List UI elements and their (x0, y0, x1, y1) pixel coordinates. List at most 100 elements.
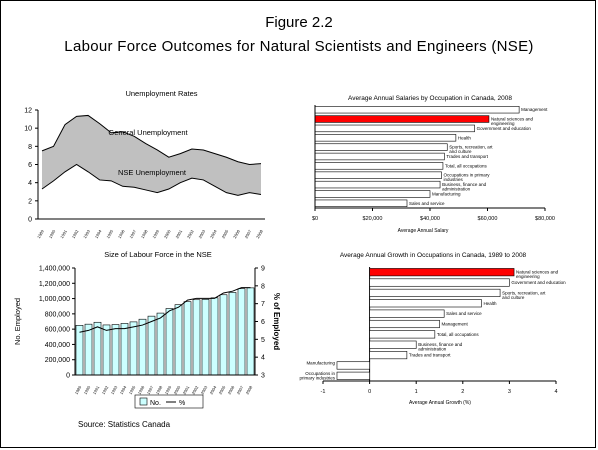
growth-x-tick-label: -1 (321, 389, 326, 395)
unemployment-x-tick-label: 1997 (128, 228, 137, 239)
salary-category-label: Health (458, 135, 472, 140)
labour-bar (111, 324, 120, 376)
salary-bar (314, 115, 490, 123)
labour-bar (192, 299, 201, 376)
labour-x-tick-label: 1999 (164, 384, 173, 395)
unemployment-x-tick-label: 2006 (232, 228, 241, 239)
labour-x-tick-label: 2000 (173, 384, 182, 395)
salary-category-label: Government and education (477, 126, 532, 131)
unemployment-y-tick-label: 2 (28, 198, 32, 205)
unemployment-y-tick-label: 0 (28, 217, 32, 224)
unemployment-x-tick-label: 2008 (255, 228, 264, 239)
salaries-x-tick-label: $20,000 (363, 216, 383, 222)
salary-category-label: Business, finance and administration (442, 182, 487, 192)
labour-x-tick-label: 1993 (110, 384, 119, 395)
unemployment-x-tick-label: 2003 (197, 228, 206, 239)
unemployment-title: Unemployment Rates (125, 89, 197, 98)
labour-bar (219, 294, 228, 376)
unemployment-y-tick-label: 8 (28, 144, 32, 151)
unemployment-x-tick-label: 1989 (36, 228, 45, 239)
salary-bar (314, 143, 448, 151)
salary-category-label: Natural sciences and engineering (491, 117, 534, 127)
growth-category-label: Manufacturing (306, 360, 335, 365)
labour-x-tick-label: 2007 (236, 384, 245, 395)
growth-x-tick-label: 2 (461, 389, 464, 395)
unemployment-x-tick-label: 2007 (244, 228, 253, 239)
growth-bar (369, 288, 501, 297)
unemployment-y-tick-label: 4 (28, 180, 32, 187)
figure-title: Labour Force Outcomes for Natural Scient… (64, 38, 534, 55)
unemployment-x-tick-label: 2000 (163, 228, 172, 239)
unemployment-x-tick-label: 1999 (151, 228, 160, 239)
labour-x-tick-label: 1994 (119, 384, 128, 395)
labour-bar (165, 308, 174, 376)
salary-bar (314, 134, 457, 142)
unemployment-x-tick-label: 1995 (105, 228, 114, 239)
growth-category-label: Total, all occupations (437, 332, 480, 337)
salaries-x-tick-label: $60,000 (478, 216, 498, 222)
salary-category-label: Manufacturing (432, 191, 461, 196)
growth-x-axis-label: Average Annual Growth (%) (409, 400, 471, 406)
labour-y-tick-label: 600,000 (45, 327, 70, 334)
labour-y2-tick-label: 6 (261, 319, 265, 326)
growth-bar (369, 278, 510, 287)
labour-bar (201, 299, 210, 376)
salary-bar (314, 171, 442, 179)
labour-y2-tick-label: 7 (261, 301, 265, 308)
labour-legend-label-bars: No. (150, 400, 161, 407)
unemployment-x-tick-label: 1996 (117, 228, 126, 239)
labour-bar (174, 304, 183, 376)
growth-category-label: Management (442, 322, 469, 327)
labour-y2-tick-label: 8 (261, 283, 265, 290)
labour-x-tick-label: 1990 (83, 384, 92, 395)
labour-bar (237, 288, 246, 376)
labour-title: Size of Labour Force in the NSE (104, 250, 212, 259)
unemployment-x-tick-label: 1993 (82, 228, 91, 239)
unemployment-x-tick-label: 1998 (140, 228, 149, 239)
growth-bar (336, 371, 370, 380)
labour-x-tick-label: 2008 (245, 384, 254, 395)
labour-bar (129, 321, 138, 376)
salary-bar (314, 152, 445, 161)
growth-bar (369, 309, 445, 318)
salary-category-label: Management (521, 107, 548, 112)
labour-y-tick-label: 0 (66, 373, 70, 380)
unemployment-series-label-nse: NSE Unemployment (118, 168, 187, 177)
unemployment-x-tick-label: 2005 (221, 228, 230, 239)
growth-bar (369, 319, 440, 329)
unemployment-series-line (41, 114, 262, 166)
salaries-title: Average Annual Salaries by Occupation in… (348, 95, 512, 102)
unemployment-x-tick-label: 1992 (71, 228, 80, 239)
labour-bar (147, 315, 156, 376)
salary-category-label: Trades and transport (446, 154, 488, 159)
labour-y-tick-label: 1,400,000 (39, 266, 70, 273)
labour-percent-line (79, 287, 251, 333)
salary-bar (314, 180, 441, 189)
labour-y2-tick-label: 5 (261, 337, 265, 344)
unemployment-series-line (41, 163, 262, 196)
labour-y2-tick-label: 4 (261, 355, 265, 362)
source-note: Source: Statistics Canada (78, 420, 171, 429)
salaries-x-tick-label: $0 (312, 216, 318, 222)
growth-category-label: Natural sciences and engineering (516, 270, 559, 280)
labour-x-tick-label: 2006 (227, 384, 236, 395)
growth-title: Average Annual Growth in Occupations in … (340, 252, 527, 259)
labour-x-tick-label: 2003 (200, 384, 209, 395)
labour-bar (93, 321, 102, 376)
labour-x-tick-label: 1991 (92, 384, 101, 395)
labour-bar (84, 323, 93, 376)
figure-number: Figure 2.2 (265, 14, 333, 31)
growth-x-tick-label: 4 (554, 389, 557, 395)
salary-bar (314, 162, 444, 170)
unemployment-x-tick-label: 1994 (94, 228, 103, 239)
salaries-x-tick-label: $40,000 (420, 216, 440, 222)
labour-x-tick-label: 1997 (146, 384, 155, 395)
growth-category-label: Trades and transport (409, 353, 451, 358)
labour-bar (183, 301, 192, 376)
labour-y-tick-label: 200,000 (45, 357, 70, 364)
labour-y2-tick-label: 3 (261, 373, 265, 380)
unemployment-series-label-general: General Unemployment (108, 128, 188, 137)
labour-bar (138, 318, 147, 376)
unemployment-y-tick-label: 6 (28, 162, 32, 169)
labour-y2-axis-label: % of Employed (272, 293, 281, 350)
